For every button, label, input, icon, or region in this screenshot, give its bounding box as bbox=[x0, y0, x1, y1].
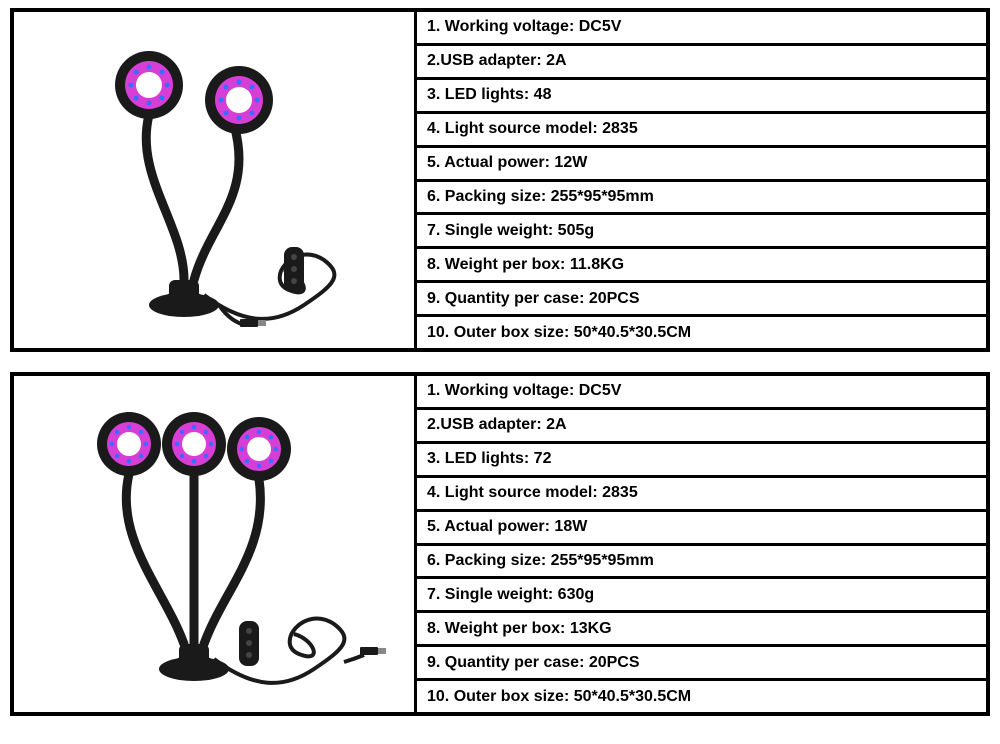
product-image-3head bbox=[14, 376, 414, 712]
spec-row: 1. Working voltage: DC5V bbox=[417, 12, 986, 46]
spec-row: 6. Packing size: 255*95*95mm bbox=[417, 546, 986, 580]
product-image-2head bbox=[14, 12, 414, 348]
spec-row: 9. Quantity per case: 20PCS bbox=[417, 647, 986, 681]
spec-row: 6. Packing size: 255*95*95mm bbox=[417, 182, 986, 216]
product-block-2head: 1. Working voltage: DC5V 2.USB adapter: … bbox=[10, 8, 990, 352]
spec-row: 2.USB adapter: 2A bbox=[417, 410, 986, 444]
spec-row: 8. Weight per box: 11.8KG bbox=[417, 249, 986, 283]
spec-row: 7. Single weight: 630g bbox=[417, 579, 986, 613]
spec-row: 10. Outer box size: 50*40.5*30.5CM bbox=[417, 681, 986, 712]
spec-table-3head: 1. Working voltage: DC5V 2.USB adapter: … bbox=[414, 376, 986, 712]
spec-row: 10. Outer box size: 50*40.5*30.5CM bbox=[417, 317, 986, 348]
spec-row: 7. Single weight: 505g bbox=[417, 215, 986, 249]
spec-row: 3. LED lights: 72 bbox=[417, 444, 986, 478]
spec-row: 4. Light source model: 2835 bbox=[417, 478, 986, 512]
spec-row: 3. LED lights: 48 bbox=[417, 80, 986, 114]
spec-row: 5. Actual power: 12W bbox=[417, 148, 986, 182]
product-block-3head: 1. Working voltage: DC5V 2.USB adapter: … bbox=[10, 372, 990, 716]
spec-row: 5. Actual power: 18W bbox=[417, 512, 986, 546]
spec-row: 4. Light source model: 2835 bbox=[417, 114, 986, 148]
spec-row: 1. Working voltage: DC5V bbox=[417, 376, 986, 410]
spec-row: 9. Quantity per case: 20PCS bbox=[417, 283, 986, 317]
lamp-illustration-2head bbox=[34, 25, 394, 335]
spec-row: 8. Weight per box: 13KG bbox=[417, 613, 986, 647]
lamp-illustration-3head bbox=[34, 389, 394, 699]
spec-table-2head: 1. Working voltage: DC5V 2.USB adapter: … bbox=[414, 12, 986, 348]
spec-row: 2.USB adapter: 2A bbox=[417, 46, 986, 80]
